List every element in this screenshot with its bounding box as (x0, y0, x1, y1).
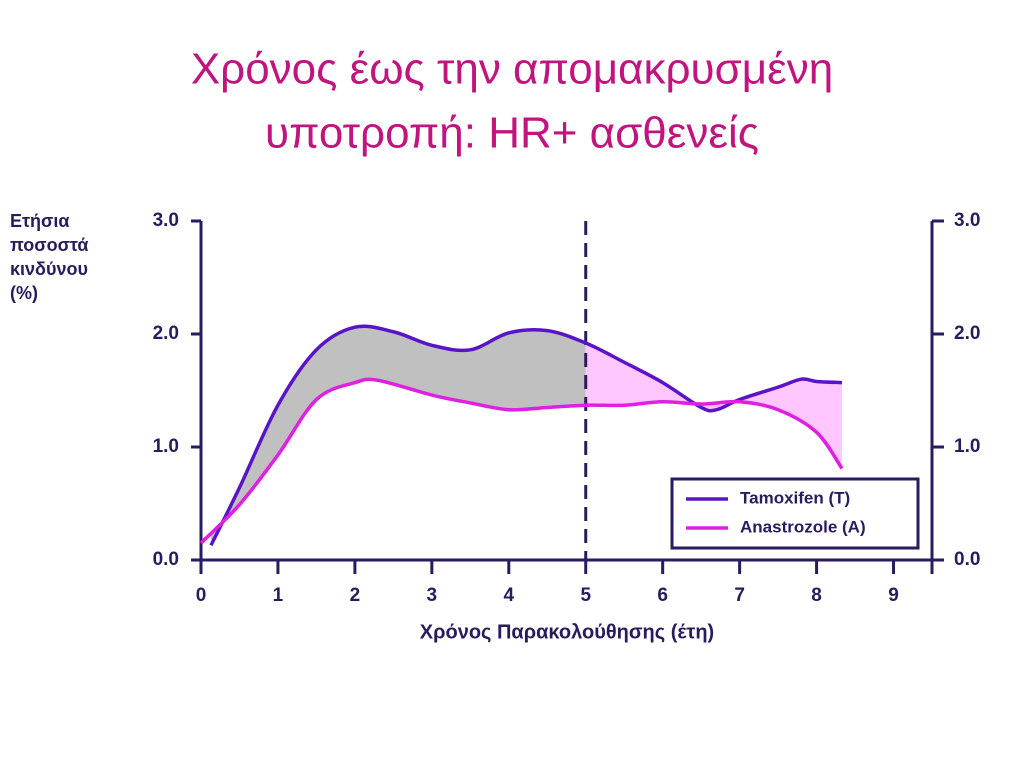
x-tick-label: 6 (657, 585, 668, 606)
legend-box (670, 477, 920, 550)
x-tick-label: 3 (427, 585, 438, 606)
x-tick-label: 9 (888, 585, 899, 606)
y-axis-label: Ετήσια (10, 211, 69, 231)
area-fill (211, 326, 586, 546)
x-tick-label: 7 (734, 585, 745, 606)
y2-tick-label: 3.0 (954, 210, 980, 231)
x-tick-label: 2 (350, 585, 361, 606)
x-tick-label: 5 (580, 585, 591, 606)
series-line (209, 324, 843, 547)
y-tick-label: 2.0 (153, 323, 179, 344)
y2-tick-label: 0.0 (954, 549, 980, 570)
y-tick-label: 3.0 (153, 210, 179, 231)
series-line (199, 377, 844, 545)
x-tick-label: 4 (504, 585, 515, 606)
x-tick-label: 0 (196, 585, 207, 606)
x-tick-label: 8 (811, 585, 822, 606)
y2-tick-label: 1.0 (954, 436, 980, 457)
area-fill (585, 343, 842, 469)
legend-label: Tamoxifen (T) (740, 488, 850, 507)
chart-title: υποτροπή: HR+ ασθενείς (265, 109, 759, 158)
chart-title: Χρόνος έως την απομακρυσμένη (191, 45, 833, 94)
y2-tick-label: 2.0 (954, 323, 980, 344)
y-axis-label: ποσοστά (10, 235, 89, 255)
x-tick-label: 1 (273, 585, 284, 606)
legend-label: Anastrozole (A) (740, 517, 866, 536)
y-tick-label: 1.0 (153, 436, 179, 457)
x-axis-label: Χρόνος Παρακολούθησης (έτη) (420, 621, 714, 643)
y-tick-label: 0.0 (153, 549, 179, 570)
y-axis-label: κινδύνου (10, 259, 88, 279)
y-axis-label: (%) (10, 283, 38, 303)
